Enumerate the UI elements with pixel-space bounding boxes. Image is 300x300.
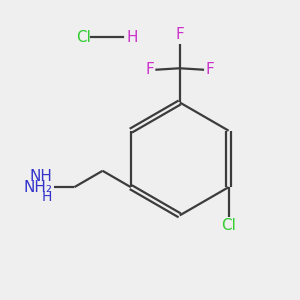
Text: NH: NH [29,169,52,184]
Text: F: F [175,27,184,42]
Text: H: H [42,190,52,204]
Text: H: H [126,30,138,45]
Text: F: F [206,62,214,77]
Text: Cl: Cl [76,30,91,45]
Text: F: F [145,62,154,77]
Text: Cl: Cl [221,218,236,233]
Text: NH₂: NH₂ [23,180,52,195]
